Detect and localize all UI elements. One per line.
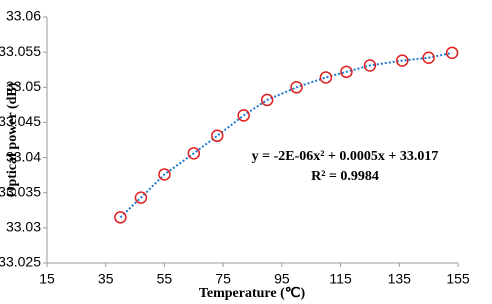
data-point	[395, 54, 409, 67]
data-point	[445, 46, 459, 60]
y-tick-label: 33.025	[0, 254, 41, 270]
trendline	[119, 51, 453, 219]
data-point	[211, 129, 224, 143]
x-tick-label: 155	[446, 271, 470, 287]
data-point	[134, 191, 148, 204]
data-point	[290, 81, 303, 94]
x-tick-label: 115	[329, 271, 352, 287]
y-tick-label: 33.03	[6, 219, 41, 235]
y-tick-label: 33.04	[6, 148, 41, 164]
y-tick-label: 33.055	[0, 43, 41, 59]
y-axis-title: Optical power (dB)	[5, 82, 20, 197]
data-point	[260, 93, 274, 107]
x-tick-label: 35	[98, 271, 114, 287]
r-squared: R² = 0.9984	[311, 169, 379, 184]
y-tick-label: 33.06	[6, 8, 41, 24]
y-tick-label: 33.035	[0, 183, 41, 199]
data-point	[422, 51, 435, 65]
y-tick-label: 33.05	[6, 78, 41, 94]
data-point	[158, 168, 171, 181]
x-tick-label: 135	[388, 271, 412, 287]
data-point	[187, 147, 201, 160]
data-point	[363, 59, 377, 72]
x-tick-label: 95	[274, 271, 290, 287]
x-tick-label: 15	[39, 271, 55, 287]
data-point	[340, 65, 353, 79]
x-tick-label: 55	[157, 271, 173, 287]
x-tick-label: 75	[215, 271, 231, 287]
data-point	[114, 211, 127, 224]
y-tick-label: 33.045	[0, 113, 41, 129]
equation: y = -2E-06x² + 0.0005x + 33.017	[252, 149, 439, 164]
x-axis-title: Temperature (℃)	[199, 286, 306, 301]
data-point	[319, 71, 333, 84]
data-point	[237, 109, 250, 122]
